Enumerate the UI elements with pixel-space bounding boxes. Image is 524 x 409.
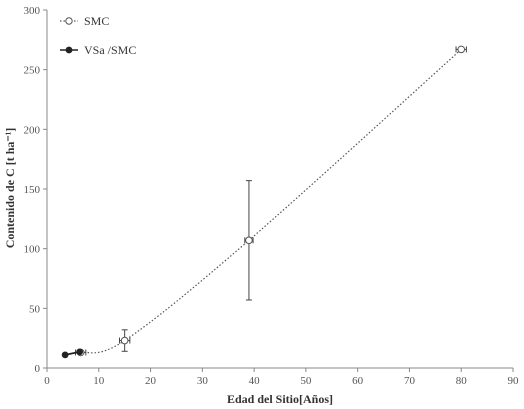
smc-point [120,336,129,345]
legend-smc-label: SMC [84,14,109,28]
legend-vsa-label: VSa /SMC [84,43,136,57]
y-tick-label: 50 [29,303,41,315]
x-tick-label: 90 [508,375,520,387]
x-tick-label: 60 [352,375,364,387]
ticks: 0 10 20 30 40 50 60 70 80 90 0 50 100 150 200 250 300 [24,5,520,387]
series-layer [61,45,467,359]
x-tick-label: 10 [93,375,105,387]
y-tick-label: 0 [35,363,41,375]
x-tick-label: 40 [249,375,261,387]
legend-vsa-marker [65,46,73,54]
x-tick-label: 70 [404,375,416,387]
y-tick-label: 250 [24,65,41,77]
x-axis-title: Edad del Sitio[Años] [227,392,333,406]
y-tick-label: 150 [24,184,41,196]
vsa-point [76,348,84,356]
axes [46,10,513,369]
x-tick-label: 0 [44,375,50,387]
x-tick-label: 50 [300,375,312,387]
vsa-point [61,351,69,359]
legend: SMC VSa /SMC [60,14,136,57]
y-tick-label: 100 [24,244,41,256]
x-tick-label: 30 [197,375,209,387]
smc-trend-path [80,48,462,354]
y-tick-label: 300 [24,5,41,17]
y-tick-label: 200 [24,124,41,136]
smc-trend-line [80,48,462,354]
smc-point [457,45,466,54]
x-tick-label: 80 [456,375,468,387]
smc-point [245,236,253,245]
legend-smc-marker [65,17,73,25]
x-tick-label: 20 [145,375,157,387]
y-axis-title: Contenido de C [t ha⁻¹] [3,128,17,249]
